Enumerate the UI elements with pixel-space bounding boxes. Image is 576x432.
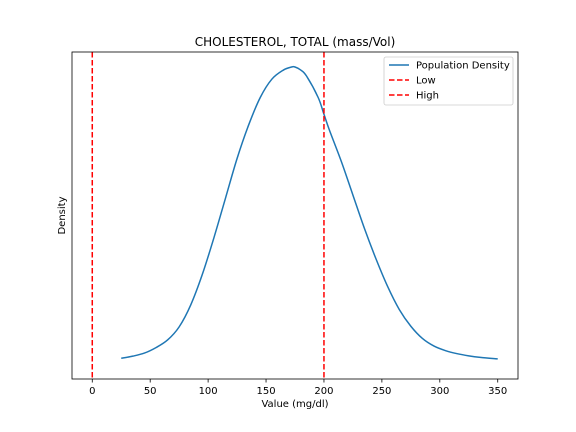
x-axis-ticks: 0 50 100 150 200 250 300 350: [89, 379, 507, 397]
x-tick-label: 100: [199, 386, 218, 397]
y-axis-label: Density: [57, 196, 68, 234]
x-tick-label: 350: [488, 386, 507, 397]
plot-area: [91, 52, 498, 379]
legend: Population Density Low High: [383, 56, 514, 106]
x-tick-label: 150: [256, 386, 275, 397]
axes-frame: [71, 51, 519, 380]
x-tick-label: 300: [430, 386, 449, 397]
x-axis-label: Value (mg/dl): [261, 399, 328, 410]
legend-box: [383, 56, 514, 106]
legend-label: High: [416, 91, 439, 102]
legend-label: Low: [416, 76, 436, 87]
legend-label: Population Density: [416, 61, 510, 72]
x-tick-label: 0: [89, 386, 95, 397]
series-line-population-density: [121, 65, 498, 360]
chart-title: CHOLESTEROL, TOTAL (mass/Vol): [195, 35, 396, 49]
x-tick-label: 200: [314, 386, 333, 397]
x-tick-label: 250: [372, 386, 391, 397]
x-tick-label: 50: [144, 386, 157, 397]
